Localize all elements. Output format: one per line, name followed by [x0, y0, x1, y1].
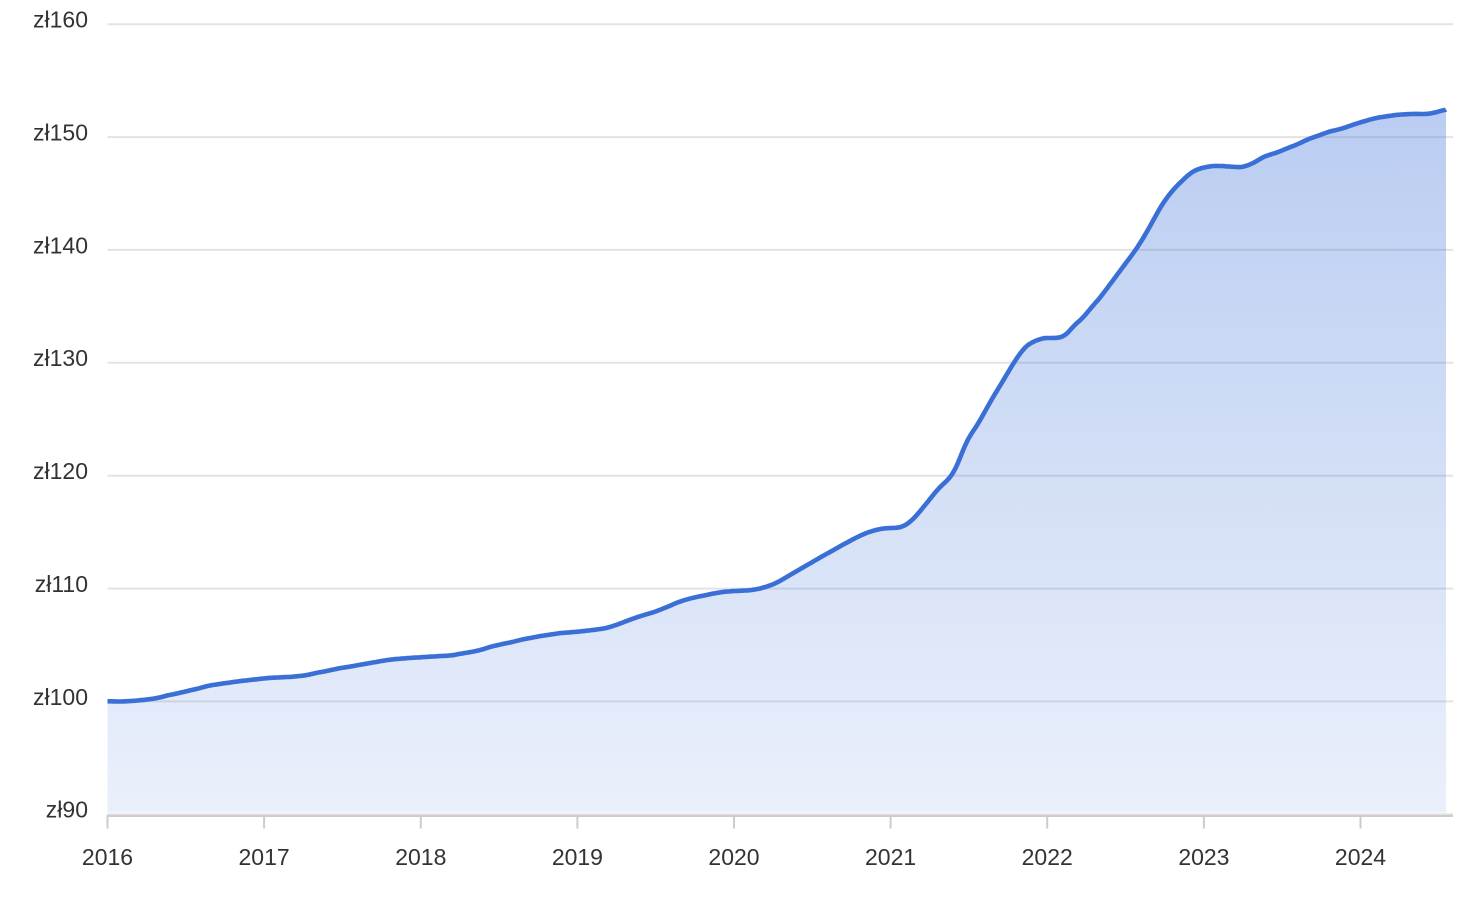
svg-text:zł130: zł130 [33, 345, 88, 371]
svg-text:zł160: zł160 [33, 7, 88, 33]
svg-text:2019: 2019 [552, 844, 603, 870]
svg-text:zł90: zł90 [46, 797, 88, 823]
svg-text:zł110: zł110 [35, 571, 88, 597]
svg-text:2018: 2018 [395, 844, 446, 870]
svg-text:2024: 2024 [1335, 844, 1386, 870]
svg-text:zł100: zł100 [33, 684, 88, 710]
svg-text:2020: 2020 [708, 844, 759, 870]
svg-text:zł150: zł150 [33, 120, 88, 146]
svg-text:2021: 2021 [865, 844, 916, 870]
svg-text:zł120: zł120 [33, 458, 88, 484]
svg-text:2023: 2023 [1178, 844, 1229, 870]
svg-text:2017: 2017 [239, 844, 290, 870]
svg-text:zł140: zł140 [33, 232, 88, 258]
svg-text:2016: 2016 [82, 844, 133, 870]
svg-text:2022: 2022 [1022, 844, 1073, 870]
